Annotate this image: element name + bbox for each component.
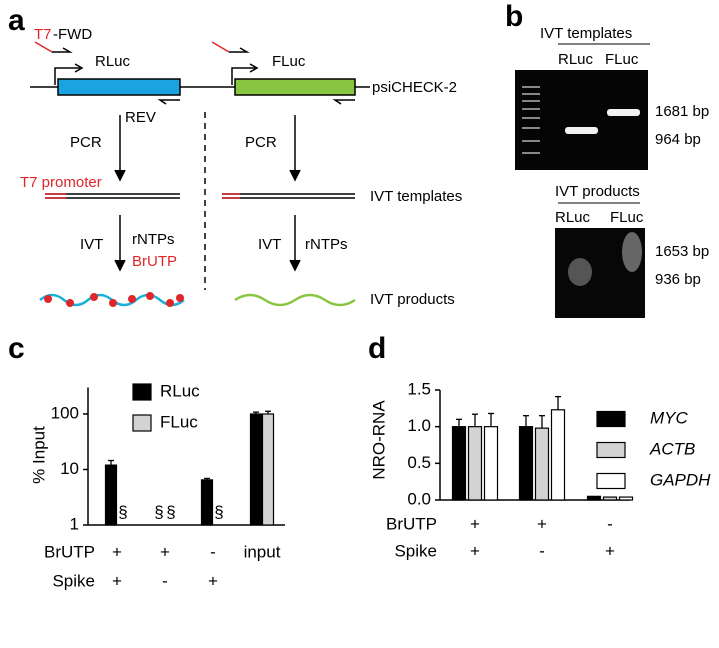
size-label: 1653 bp — [655, 243, 709, 260]
legend-label: MYC — [650, 408, 689, 427]
gene-label: RLuc — [95, 53, 131, 70]
bar — [534, 427, 550, 501]
legend-label: FLuc — [160, 412, 198, 431]
legend-swatch — [596, 472, 626, 490]
legend-label: GAPDH — [650, 470, 711, 489]
size-label: 936 bp — [655, 271, 701, 288]
x-tick-label: - — [539, 541, 545, 560]
x-tick-label: + — [470, 514, 480, 533]
lane-label: FLuc — [610, 209, 644, 226]
panel-letter: c — [8, 332, 25, 365]
x-tick-label: - — [607, 514, 613, 533]
lane-label: FLuc — [605, 51, 639, 68]
bar — [104, 464, 118, 526]
step-label: IVT — [80, 236, 103, 253]
legend-swatch — [596, 410, 626, 428]
row-label: IVT templates — [370, 188, 462, 205]
brdu-dots — [44, 292, 184, 307]
lane-label: RLuc — [555, 209, 591, 226]
y-axis-label: NRO-RNA — [369, 400, 388, 480]
x-tick-label: + — [160, 542, 170, 561]
panel-letter: b — [505, 0, 523, 33]
reagent-label: BrUTP — [132, 253, 177, 270]
step-label: PCR — [245, 134, 277, 151]
x-row-label: Spike — [52, 571, 95, 590]
bar — [249, 413, 263, 526]
panel-letter: a — [8, 4, 25, 37]
value-label: § — [154, 502, 163, 521]
x-tick-label: + — [470, 541, 480, 560]
plasmid-label: psiCHECK-2 — [372, 79, 457, 96]
y-tick-label: 1.5 — [407, 379, 431, 398]
y-axis-label: % Input — [29, 426, 48, 484]
x-row-label: Spike — [394, 541, 437, 560]
step-label: PCR — [70, 134, 102, 151]
bar — [550, 409, 566, 501]
y-tick-label: 1.0 — [407, 416, 431, 435]
bar — [586, 495, 602, 501]
x-tick-label: input — [244, 542, 281, 561]
bar — [618, 496, 634, 501]
gel-image — [555, 228, 645, 318]
primer-label: T7 — [34, 26, 52, 43]
bar — [518, 426, 534, 501]
lane-label: RLuc — [558, 51, 594, 68]
gene-label: FLuc — [272, 53, 306, 70]
legend-label: RLuc — [160, 381, 200, 400]
gel-title: IVT products — [555, 183, 640, 200]
x-tick-label: + — [537, 514, 547, 533]
legend-swatch — [132, 414, 152, 432]
bar — [451, 426, 467, 501]
bar — [467, 426, 483, 501]
x-tick-label: - — [162, 571, 168, 590]
bar — [602, 496, 618, 501]
legend-swatch — [596, 441, 626, 459]
x-tick-label: + — [112, 571, 122, 590]
plasmid-diagram — [30, 41, 370, 307]
step-label: IVT — [258, 236, 281, 253]
value-label: § — [214, 502, 223, 521]
y-tick-label: 1 — [70, 514, 79, 533]
reagent-label: rNTPs — [305, 236, 348, 253]
x-tick-label: + — [208, 571, 218, 590]
x-tick-label: + — [112, 542, 122, 561]
y-tick-label: 100 — [51, 403, 79, 422]
bar — [200, 479, 214, 526]
reagent-label: rNTPs — [132, 231, 175, 248]
legend-label: ACTB — [649, 439, 695, 458]
promoter-label: T7 promoter — [20, 174, 102, 191]
value-label: § — [118, 502, 127, 521]
y-tick-label: 0.5 — [407, 453, 431, 472]
x-row-label: BrUTP — [44, 542, 95, 561]
row-label: IVT products — [370, 291, 455, 308]
x-row-label: BrUTP — [386, 514, 437, 533]
y-tick-label: 0.0 — [407, 489, 431, 508]
x-tick-label: - — [210, 542, 216, 561]
size-label: 1681 bp — [655, 103, 709, 120]
size-label: 964 bp — [655, 131, 701, 148]
gel-image — [515, 70, 648, 170]
x-tick-label: + — [605, 541, 615, 560]
primer-label: REV — [125, 109, 156, 126]
gel-title: IVT templates — [540, 25, 632, 42]
legend-swatch — [132, 383, 152, 401]
panel-letter: d — [368, 332, 386, 365]
bar — [483, 426, 499, 501]
primer-label: -FWD — [53, 26, 92, 43]
y-tick-label: 10 — [60, 459, 79, 478]
bar — [261, 413, 275, 526]
value-label: § — [166, 502, 175, 521]
